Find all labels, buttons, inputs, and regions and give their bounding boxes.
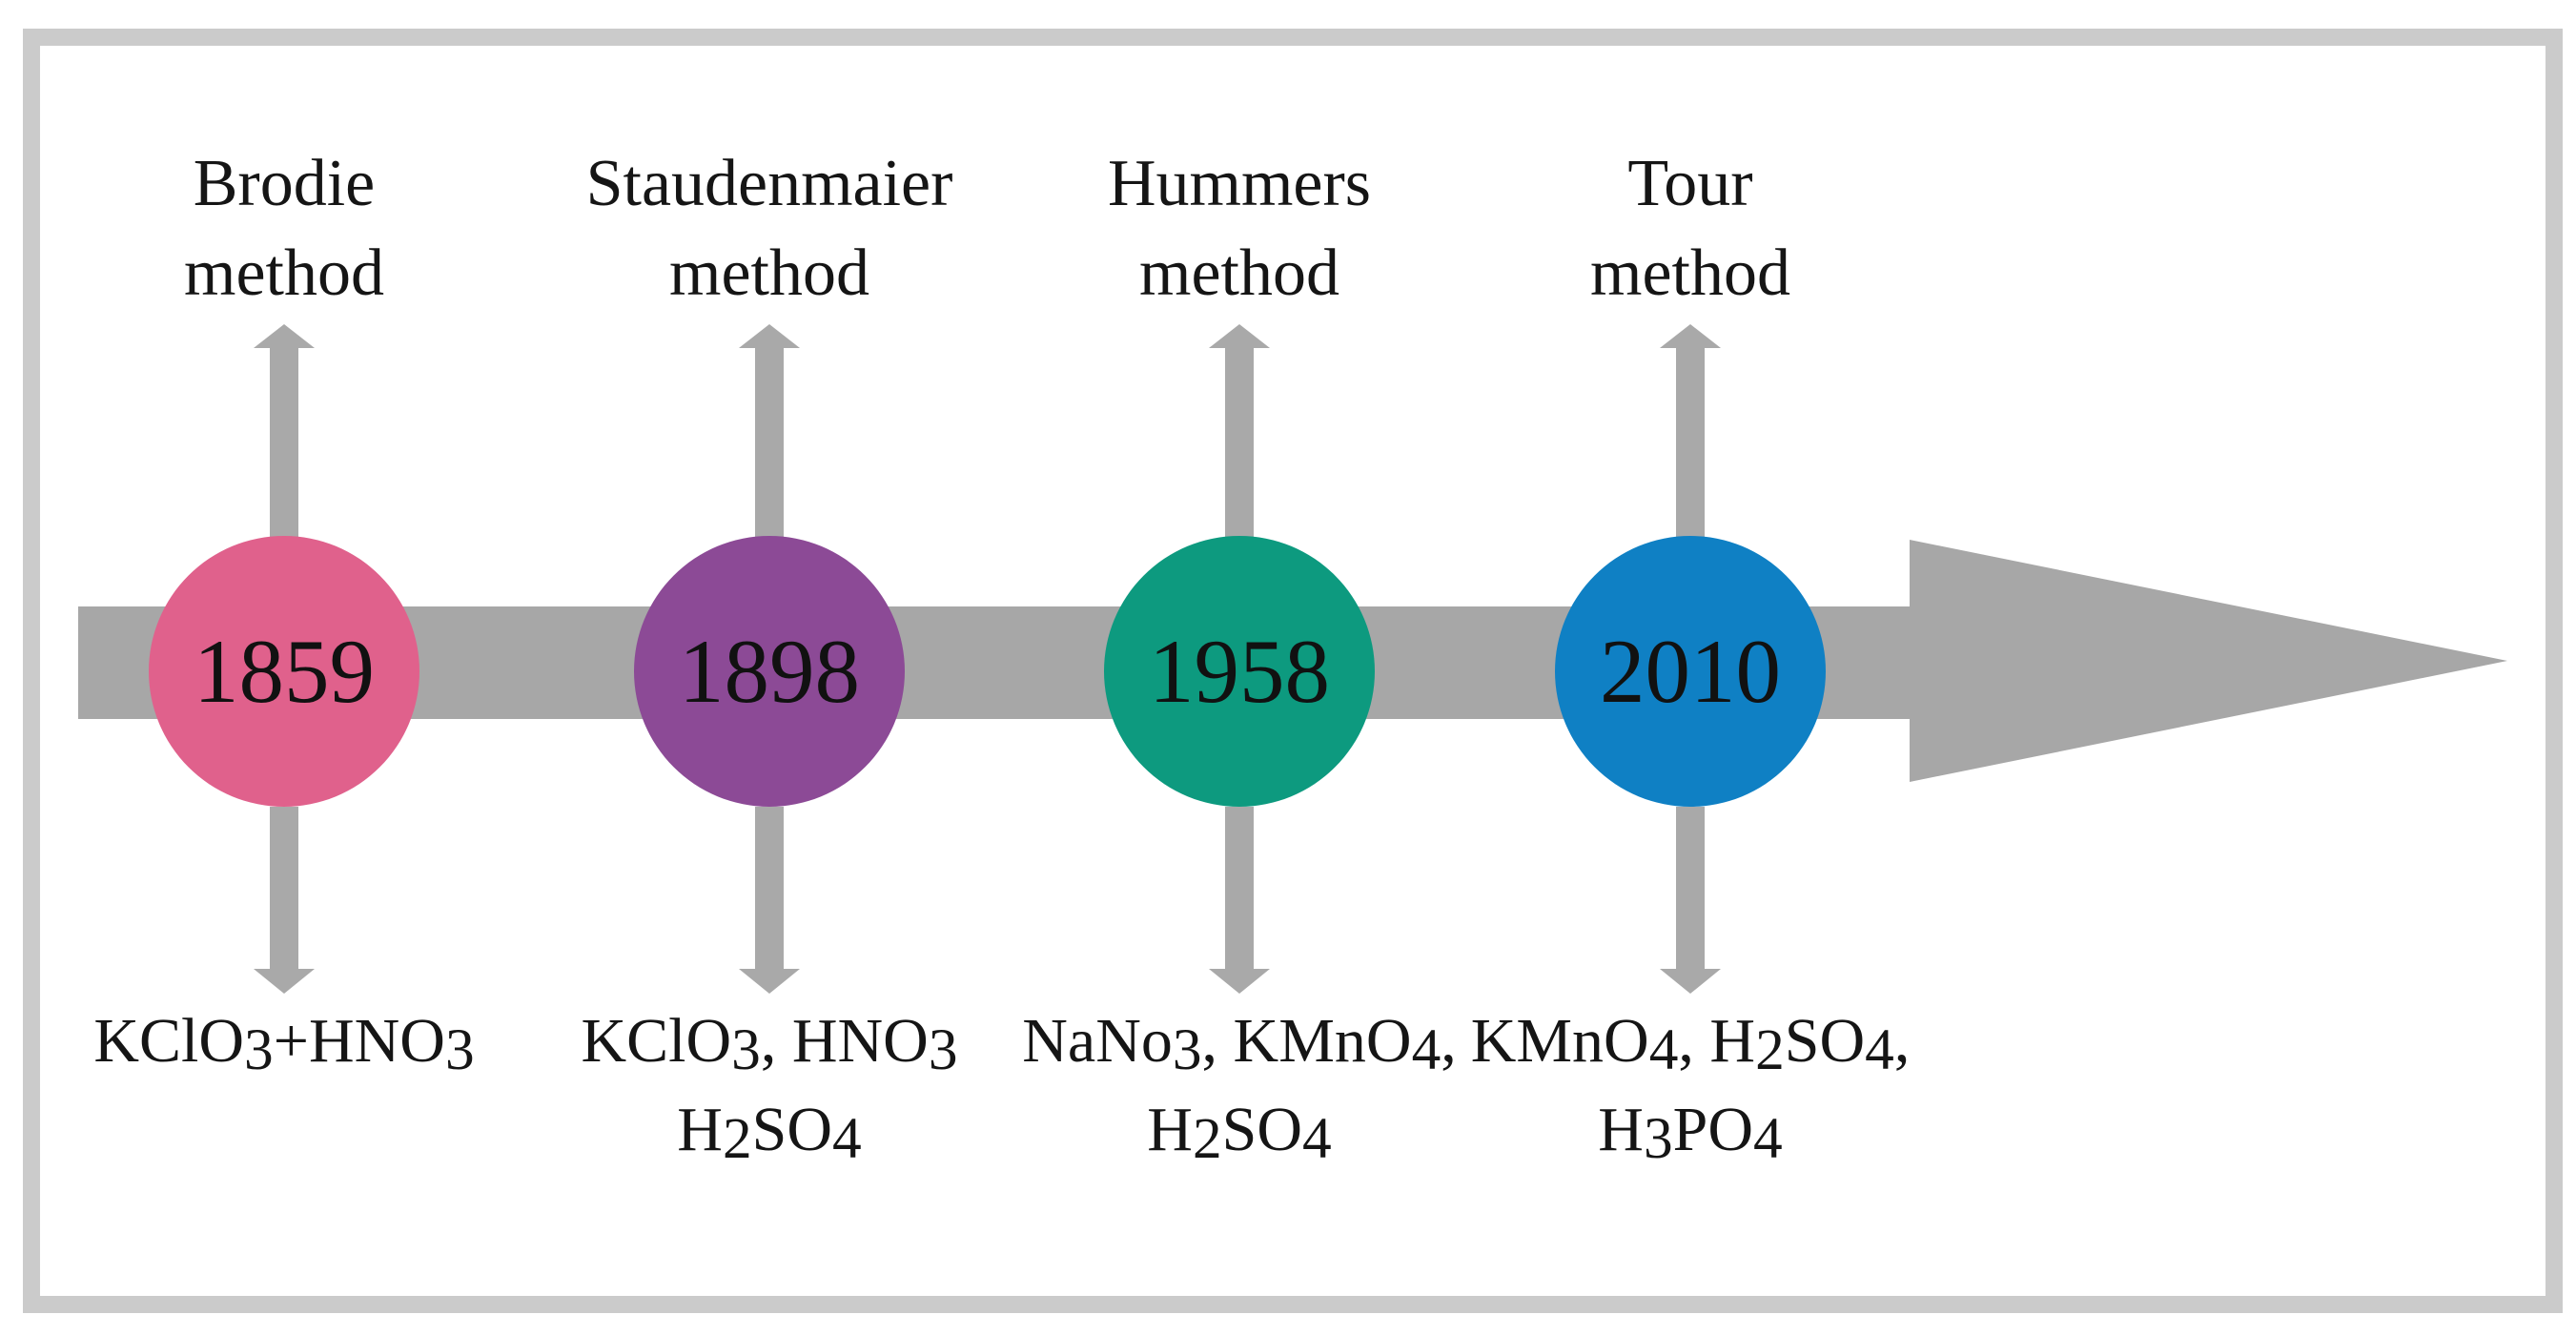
up-arrow-icon: [739, 324, 800, 348]
method-label-line: method: [1590, 236, 1790, 310]
year-text: 1898: [679, 620, 860, 722]
up-arrow-icon: [254, 324, 315, 348]
chemicals-label: KClO3, HNO3 H2SO4: [455, 997, 1084, 1175]
arrow-shaft: [1225, 807, 1254, 969]
arrow-shaft: [755, 807, 784, 969]
year-circle: 1898: [634, 536, 905, 807]
method-label-line: Staudenmaier: [585, 147, 953, 220]
year-text: 1859: [194, 620, 375, 722]
chemicals-line: H2SO4: [677, 1095, 862, 1171]
chemicals-line: H3PO4: [1598, 1095, 1783, 1171]
chemicals-line: KMnO4, H2SO4,: [1470, 1006, 1911, 1082]
chemicals-line: KClO3+HNO3: [93, 1006, 475, 1082]
method-label-line: Hummers: [1107, 147, 1372, 220]
chemicals-label: KClO3+HNO3: [0, 997, 599, 1086]
chemicals-line: KClO3, HNO3: [581, 1006, 958, 1082]
method-label-line: method: [184, 236, 384, 310]
diagram-frame: [23, 29, 2563, 1313]
year-circle: 1859: [149, 536, 419, 807]
arrow-shaft: [755, 347, 784, 538]
method-label: Hummers method: [953, 139, 1525, 318]
chemicals-line: H2SO4: [1147, 1095, 1332, 1171]
chemicals-label: NaNo3, KMnO4, H2SO4: [925, 997, 1554, 1175]
method-label: Staudenmaier method: [483, 139, 1055, 318]
arrow-shaft: [270, 347, 298, 538]
arrow-shaft: [1225, 347, 1254, 538]
year-text: 1958: [1149, 620, 1330, 722]
down-arrow-icon: [1209, 969, 1270, 994]
down-arrow-icon: [739, 969, 800, 994]
timeline-arrowhead-icon: [1910, 540, 2507, 782]
chemicals-line: NaNo3, KMnO4,: [1022, 1006, 1457, 1082]
up-arrow-icon: [1209, 324, 1270, 348]
method-label-line: Brodie: [193, 147, 376, 220]
year-text: 2010: [1600, 620, 1781, 722]
chemicals-label: KMnO4, H2SO4, H3PO4: [1376, 997, 2005, 1175]
down-arrow-icon: [1660, 969, 1721, 994]
arrow-shaft: [1676, 347, 1705, 538]
method-label: Brodie method: [0, 139, 570, 318]
up-arrow-icon: [1660, 324, 1721, 348]
method-label-line: method: [1139, 236, 1339, 310]
method-label: Tour method: [1404, 139, 1976, 318]
method-label-line: Tour: [1627, 147, 1753, 220]
arrow-shaft: [270, 807, 298, 969]
method-label-line: method: [669, 236, 869, 310]
year-circle: 2010: [1555, 536, 1826, 807]
year-circle: 1958: [1104, 536, 1375, 807]
down-arrow-icon: [254, 969, 315, 994]
arrow-shaft: [1676, 807, 1705, 969]
